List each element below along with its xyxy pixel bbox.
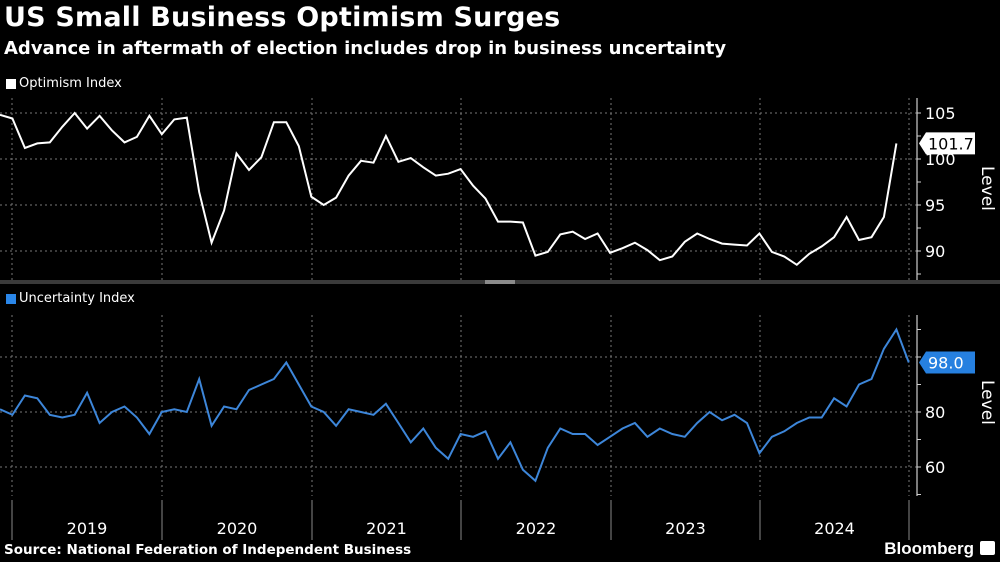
y-tick-label: 100 [925,150,956,169]
optimism-line [0,111,898,267]
svg-text:98.0: 98.0 [928,354,964,373]
y-tick-label: 95 [925,196,945,215]
y-axis-label-uncertainty: Level [977,380,997,425]
x-year-label: 2019 [67,519,108,538]
legend-optimism: Optimism Index [6,76,122,91]
y-tick-label: 90 [925,242,945,261]
x-year-label: 2020 [217,519,258,538]
y-tick-label: 60 [925,458,945,477]
x-year-label: 2021 [366,519,407,538]
legend-uncertainty: Uncertainty Index [6,291,135,306]
legend-swatch-optimism [6,78,16,89]
legend-label-uncertainty: Uncertainty Index [19,291,135,306]
y-tick-labels: 90951001056080100 [925,104,956,477]
x-year-label: 2022 [516,519,557,538]
bloomberg-chart-icon [980,541,995,555]
y-axis-label-optimism: Level [977,166,997,211]
last-value-label: 98.0 [919,351,975,374]
y-tick-label: 105 [925,104,956,123]
uncertainty-line [0,327,910,483]
y-axes [916,98,921,496]
last-value-labels: 101.7 98.0 [919,132,975,374]
last-value-label: 101.7 [919,132,975,155]
legend-swatch-uncertainty [6,293,16,304]
x-year-label: 2024 [814,519,855,538]
x-year-label: 2023 [665,519,706,538]
bloomberg-logo: Bloomberg [884,539,974,558]
year-dividers [11,98,910,540]
chart-title: US Small Business Optimism Surges [4,2,561,33]
x-year-labels: 2019 2020 2021 2022 2023 2024 [67,519,855,538]
legend-label-optimism: Optimism Index [19,76,122,91]
svg-text:101.7: 101.7 [928,134,974,153]
grid-optimism [0,112,917,252]
grid-uncertainty [0,356,917,468]
panel-divider-handle[interactable] [485,280,515,284]
source-note: Source: National Federation of Independe… [4,542,412,558]
chart-subtitle: Advance in aftermath of election include… [4,38,727,59]
y-tick-label: 80 [925,403,945,422]
